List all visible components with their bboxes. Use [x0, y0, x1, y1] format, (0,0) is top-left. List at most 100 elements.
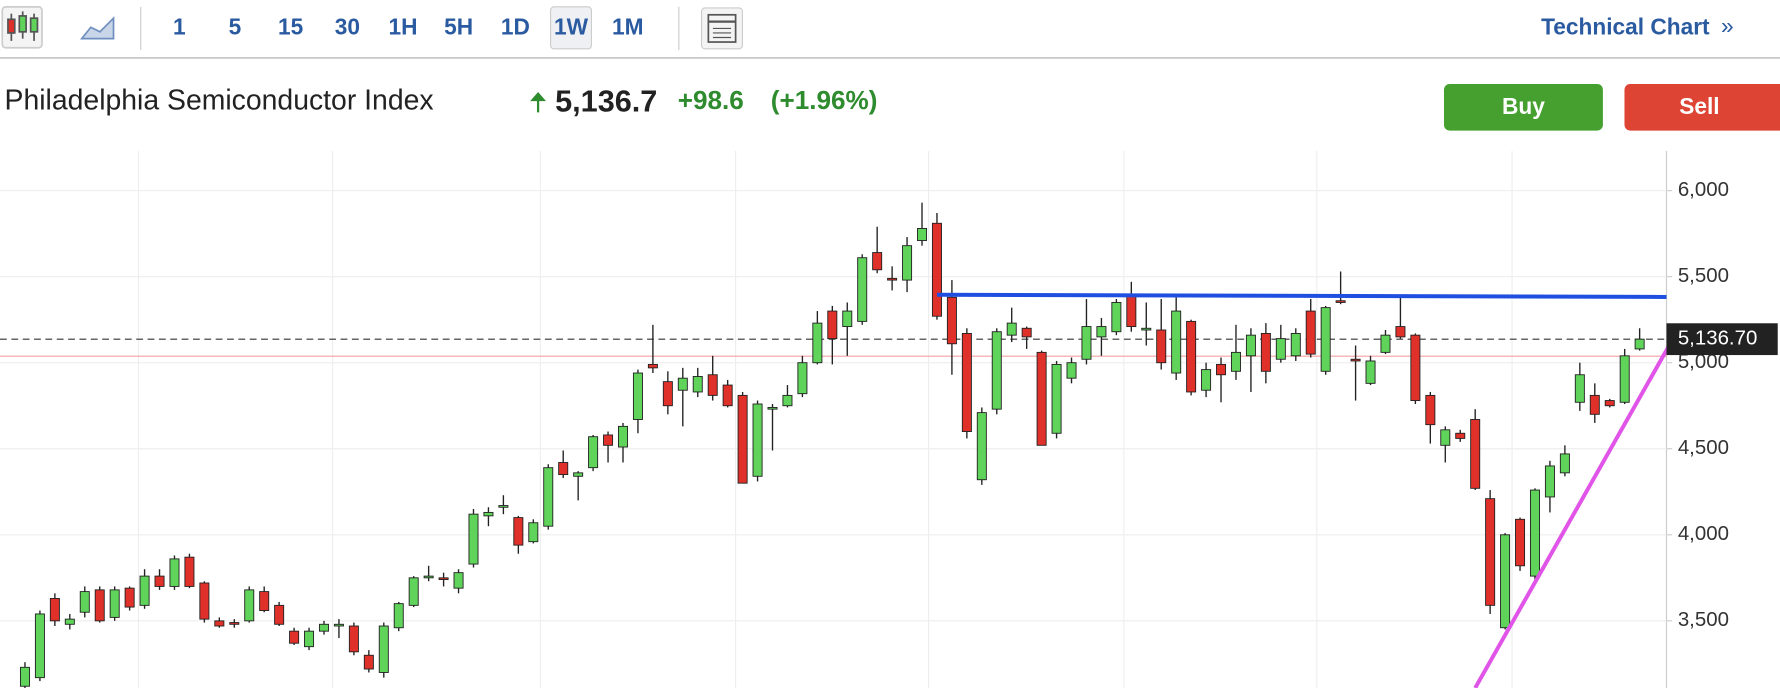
candle-body — [1410, 334, 1421, 402]
candle-body — [1051, 363, 1062, 434]
candle-body — [737, 394, 748, 484]
layout-icon[interactable] — [700, 7, 743, 50]
candle-body — [1455, 432, 1466, 439]
candle-body — [1485, 498, 1496, 606]
candle-body — [498, 505, 509, 508]
candle-body — [408, 577, 419, 606]
candle-body — [1320, 307, 1331, 372]
interval-button[interactable]: 1H — [388, 13, 417, 39]
candle-body — [1021, 327, 1032, 338]
candle-body — [1544, 465, 1555, 498]
interval-button[interactable]: 30 — [335, 13, 360, 39]
interval-button[interactable]: 1M — [612, 13, 644, 39]
candle-body — [348, 625, 359, 653]
up-arrow — [530, 91, 547, 113]
sell-button[interactable] — [1624, 84, 1780, 131]
candle-body — [94, 589, 105, 622]
y-tick-label: 6,000 — [1678, 179, 1729, 201]
candle-body — [513, 517, 524, 546]
sell-label[interactable]: Sell — [1679, 93, 1719, 119]
candle-body — [49, 598, 60, 622]
candle-body — [558, 462, 569, 476]
change: +98.6 — [678, 85, 744, 115]
technical-chart-link[interactable]: Technical Chart — [1541, 13, 1710, 39]
candle-body — [1216, 363, 1227, 376]
candle-body — [573, 472, 584, 477]
candlestick-icon[interactable] — [1, 5, 43, 49]
y-tick-label: 5,500 — [1678, 265, 1729, 287]
candle-body — [632, 372, 643, 420]
candle-body — [1604, 400, 1615, 407]
candle-body — [154, 575, 165, 587]
candle-body — [1006, 322, 1017, 336]
candle-body — [1275, 338, 1286, 360]
candle-body — [662, 381, 673, 407]
candle-body — [1126, 295, 1137, 328]
instrument-title: Philadelphia Semiconductor Index — [5, 85, 434, 117]
trend-line — [936, 292, 1667, 299]
candle-body — [543, 467, 554, 527]
candle-body — [767, 406, 778, 410]
candle-body — [887, 277, 898, 281]
candle-body — [692, 376, 703, 393]
candle-body — [991, 331, 1002, 410]
candle-body — [124, 587, 135, 608]
change-percent: (+1.96%) — [771, 85, 878, 115]
interval-button[interactable]: 1 — [173, 13, 186, 39]
candle-body — [184, 556, 195, 587]
candle-body — [199, 582, 210, 620]
candle-body — [169, 558, 180, 587]
plot — [0, 190, 1667, 688]
trend-line — [1473, 346, 1667, 688]
candle-body — [34, 613, 45, 679]
candle-body — [1395, 326, 1406, 338]
candle-body — [438, 577, 449, 580]
interval-button[interactable]: 1W — [554, 13, 589, 39]
candle-body — [1081, 326, 1092, 360]
candle-body — [274, 604, 285, 625]
candle-body — [647, 363, 658, 369]
interval-selected-bg — [550, 6, 593, 50]
buy-button[interactable] — [1443, 84, 1603, 131]
candle-body — [1156, 329, 1167, 364]
candle-body — [1335, 300, 1346, 303]
candle-body — [1111, 302, 1122, 333]
interval-button[interactable]: 5H — [444, 13, 473, 39]
candle-body — [1245, 334, 1256, 357]
candle-body — [1036, 351, 1047, 446]
candle-body — [917, 228, 928, 241]
candle-body — [304, 630, 315, 648]
candle-body — [1066, 362, 1077, 379]
candle-body — [931, 222, 942, 317]
candle-body — [289, 630, 300, 644]
candle-body — [1425, 394, 1436, 426]
candle-body — [1096, 326, 1107, 338]
candle-body — [1350, 358, 1361, 362]
candle-body — [1619, 355, 1630, 403]
candle-body — [79, 591, 90, 613]
candle-body — [378, 625, 389, 673]
last-price-label: 5,136.70 — [1678, 328, 1758, 350]
candle-body — [722, 384, 733, 407]
interval-button[interactable]: 1D — [501, 13, 530, 39]
candle-body — [1470, 419, 1481, 489]
candle-body — [483, 511, 494, 517]
link-arrow[interactable]: » — [1721, 12, 1734, 38]
candle-body — [588, 436, 599, 469]
candle-body — [19, 666, 30, 687]
candle-body — [1500, 534, 1511, 629]
candle-body — [244, 589, 255, 622]
area-chart-icon[interactable] — [79, 16, 115, 40]
candle-body — [363, 654, 374, 670]
candle-body — [318, 623, 329, 632]
candle-body — [797, 362, 808, 395]
interval-button[interactable]: 15 — [278, 13, 303, 39]
candle-body — [603, 434, 614, 446]
interval-button[interactable]: 5 — [229, 13, 242, 39]
candle-body — [229, 622, 240, 625]
candle-body — [707, 374, 718, 396]
candle-body — [1574, 374, 1585, 403]
candle-body — [1171, 310, 1182, 374]
buy-label[interactable]: Buy — [1502, 93, 1545, 119]
